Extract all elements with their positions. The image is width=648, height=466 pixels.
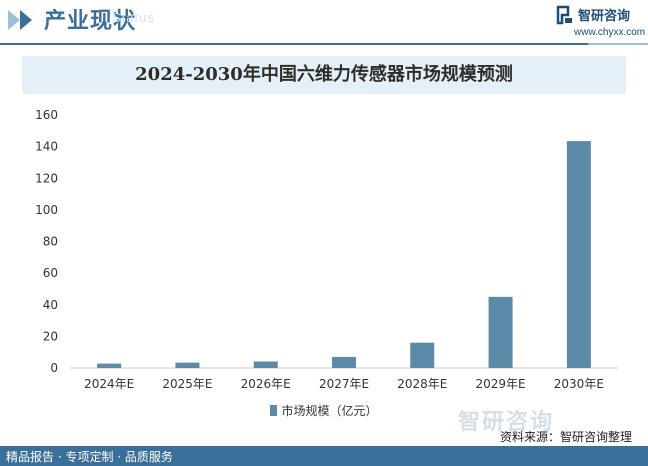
section-title: 产业现状 [44, 9, 137, 34]
legend-swatch [270, 405, 278, 416]
header: 产业现状 Status 智研咨询 www.chyxx.com [0, 0, 648, 45]
x-tick-label: 2028年E [397, 377, 447, 391]
y-tick-label: 120 [35, 171, 58, 185]
bar [253, 361, 278, 368]
brand-logo-icon [556, 5, 572, 25]
footer-slogan: 精品报告 · 专项定制 · 品质服务 [6, 450, 173, 464]
footer-band: 精品报告 · 专项定制 · 品质服务 [0, 446, 648, 466]
y-tick-label: 160 [35, 108, 58, 122]
x-tick-label: 2030年E [554, 377, 604, 391]
bar [488, 296, 513, 368]
bar [97, 363, 122, 368]
y-tick-label: 40 [43, 298, 58, 312]
x-tick-label: 2024年E [84, 377, 134, 391]
bar [175, 362, 200, 368]
bar [566, 141, 591, 368]
brand-name: 智研咨询 [578, 9, 631, 24]
watermark-badge: 智研咨询 [458, 410, 555, 435]
x-tick-label: 2026年E [241, 377, 291, 391]
y-tick-label: 60 [43, 266, 58, 280]
brand-url: www.chyxx.com [574, 27, 646, 38]
y-tick-label: 0 [50, 361, 58, 375]
x-tick-label: 2027年E [319, 377, 369, 391]
legend-label: 市场规模（亿元） [281, 404, 378, 418]
chart-title-band: 2024-2030年中国六维力传感器市场规模预测 [22, 56, 626, 94]
source-note: 资料来源：智研咨询整理 [500, 430, 633, 444]
section-marker-icon [8, 10, 32, 30]
chart-title: 2024-2030年中国六维力传感器市场规模预测 [135, 64, 513, 85]
y-tick-label: 140 [35, 140, 58, 154]
y-tick-label: 80 [43, 235, 58, 249]
bar [332, 356, 356, 368]
header-divider-tail [588, 43, 648, 45]
chart-legend: 市场规模（亿元） [0, 402, 648, 419]
y-tick-label: 20 [43, 329, 58, 343]
header-divider [0, 43, 588, 45]
y-tick-label: 100 [35, 203, 58, 217]
x-tick-label: 2025年E [162, 377, 212, 391]
header-watermark: Status [112, 10, 155, 25]
x-tick-label: 2029年E [476, 377, 526, 391]
bar [410, 342, 435, 368]
